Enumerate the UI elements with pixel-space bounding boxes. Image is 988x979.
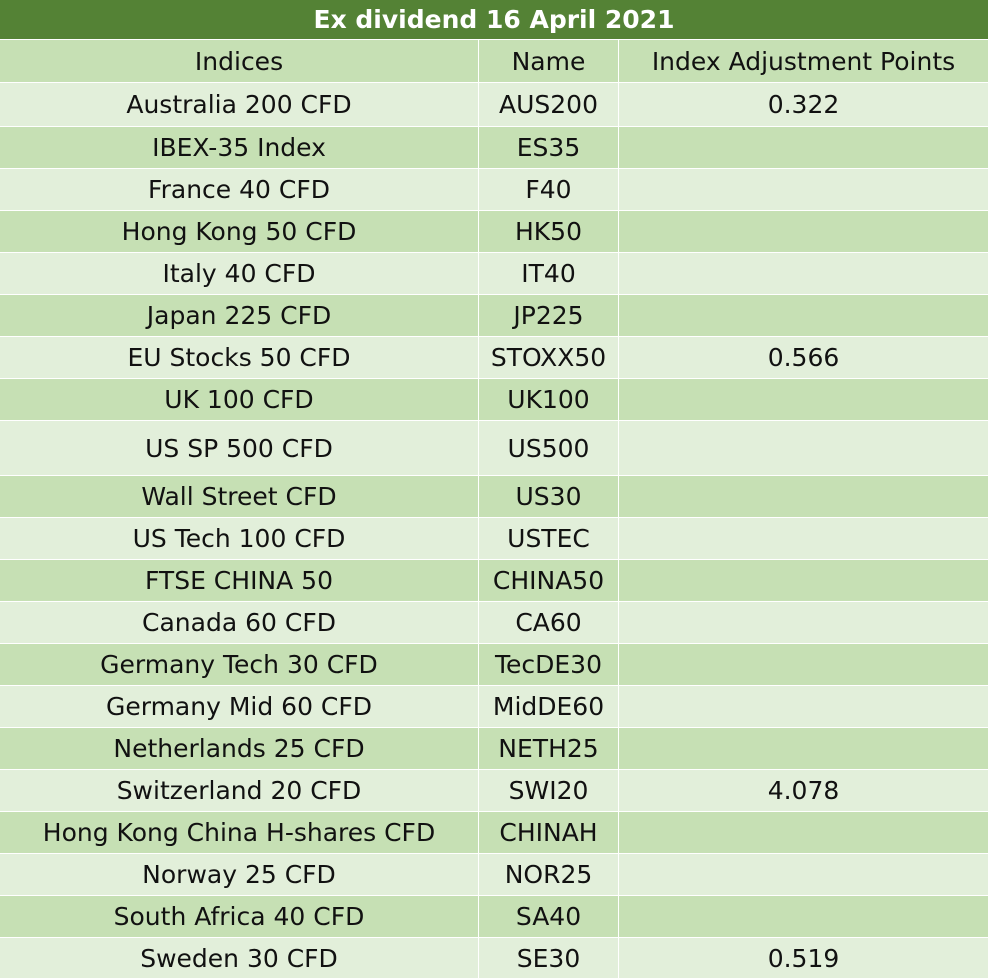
index-cell: Sweden 30 CFD: [0, 938, 479, 979]
points-cell: [619, 686, 988, 728]
index-cell: Wall Street CFD: [0, 476, 479, 518]
points-cell: [619, 812, 988, 854]
name-cell: US500: [479, 421, 619, 476]
name-cell: USTEC: [479, 518, 619, 560]
header-indices: Indices: [0, 40, 479, 83]
table-grid: Indices Name Index Adjustment Points Aus…: [0, 40, 988, 979]
points-cell: [619, 896, 988, 938]
name-cell: STOXX50: [479, 337, 619, 379]
points-cell: 0.322: [619, 83, 988, 127]
index-cell: IBEX-35 Index: [0, 127, 479, 169]
index-cell: US SP 500 CFD: [0, 421, 479, 476]
index-cell: Japan 225 CFD: [0, 295, 479, 337]
index-cell: Germany Tech 30 CFD: [0, 644, 479, 686]
index-cell: FTSE CHINA 50: [0, 560, 479, 602]
index-cell: UK 100 CFD: [0, 379, 479, 421]
points-cell: [619, 169, 988, 211]
index-cell: Switzerland 20 CFD: [0, 770, 479, 812]
header-name: Name: [479, 40, 619, 83]
index-cell: France 40 CFD: [0, 169, 479, 211]
points-cell: [619, 854, 988, 896]
name-cell: US30: [479, 476, 619, 518]
points-cell: [619, 127, 988, 169]
name-cell: NETH25: [479, 728, 619, 770]
name-cell: SA40: [479, 896, 619, 938]
points-cell: 0.566: [619, 337, 988, 379]
points-cell: [619, 518, 988, 560]
name-cell: CHINA50: [479, 560, 619, 602]
index-cell: Canada 60 CFD: [0, 602, 479, 644]
index-cell: Italy 40 CFD: [0, 253, 479, 295]
name-cell: CA60: [479, 602, 619, 644]
points-cell: [619, 253, 988, 295]
points-cell: [619, 379, 988, 421]
header-adjustment-points: Index Adjustment Points: [619, 40, 988, 83]
points-cell: [619, 560, 988, 602]
name-cell: TecDE30: [479, 644, 619, 686]
points-cell: [619, 421, 988, 476]
name-cell: MidDE60: [479, 686, 619, 728]
index-cell: Germany Mid 60 CFD: [0, 686, 479, 728]
name-cell: SWI20: [479, 770, 619, 812]
index-cell: US Tech 100 CFD: [0, 518, 479, 560]
index-cell: South Africa 40 CFD: [0, 896, 479, 938]
index-cell: Australia 200 CFD: [0, 83, 479, 127]
name-cell: UK100: [479, 379, 619, 421]
index-cell: Norway 25 CFD: [0, 854, 479, 896]
index-cell: Hong Kong China H-shares CFD: [0, 812, 479, 854]
name-cell: NOR25: [479, 854, 619, 896]
index-cell: Hong Kong 50 CFD: [0, 211, 479, 253]
points-cell: 0.519: [619, 938, 988, 979]
name-cell: HK50: [479, 211, 619, 253]
points-cell: [619, 476, 988, 518]
table-title: Ex dividend 16 April 2021: [0, 0, 988, 40]
points-cell: 4.078: [619, 770, 988, 812]
name-cell: ES35: [479, 127, 619, 169]
points-cell: [619, 211, 988, 253]
name-cell: SE30: [479, 938, 619, 979]
index-cell: EU Stocks 50 CFD: [0, 337, 479, 379]
index-cell: Netherlands 25 CFD: [0, 728, 479, 770]
points-cell: [619, 602, 988, 644]
name-cell: IT40: [479, 253, 619, 295]
points-cell: [619, 295, 988, 337]
name-cell: JP225: [479, 295, 619, 337]
name-cell: F40: [479, 169, 619, 211]
name-cell: CHINAH: [479, 812, 619, 854]
name-cell: AUS200: [479, 83, 619, 127]
points-cell: [619, 728, 988, 770]
points-cell: [619, 644, 988, 686]
